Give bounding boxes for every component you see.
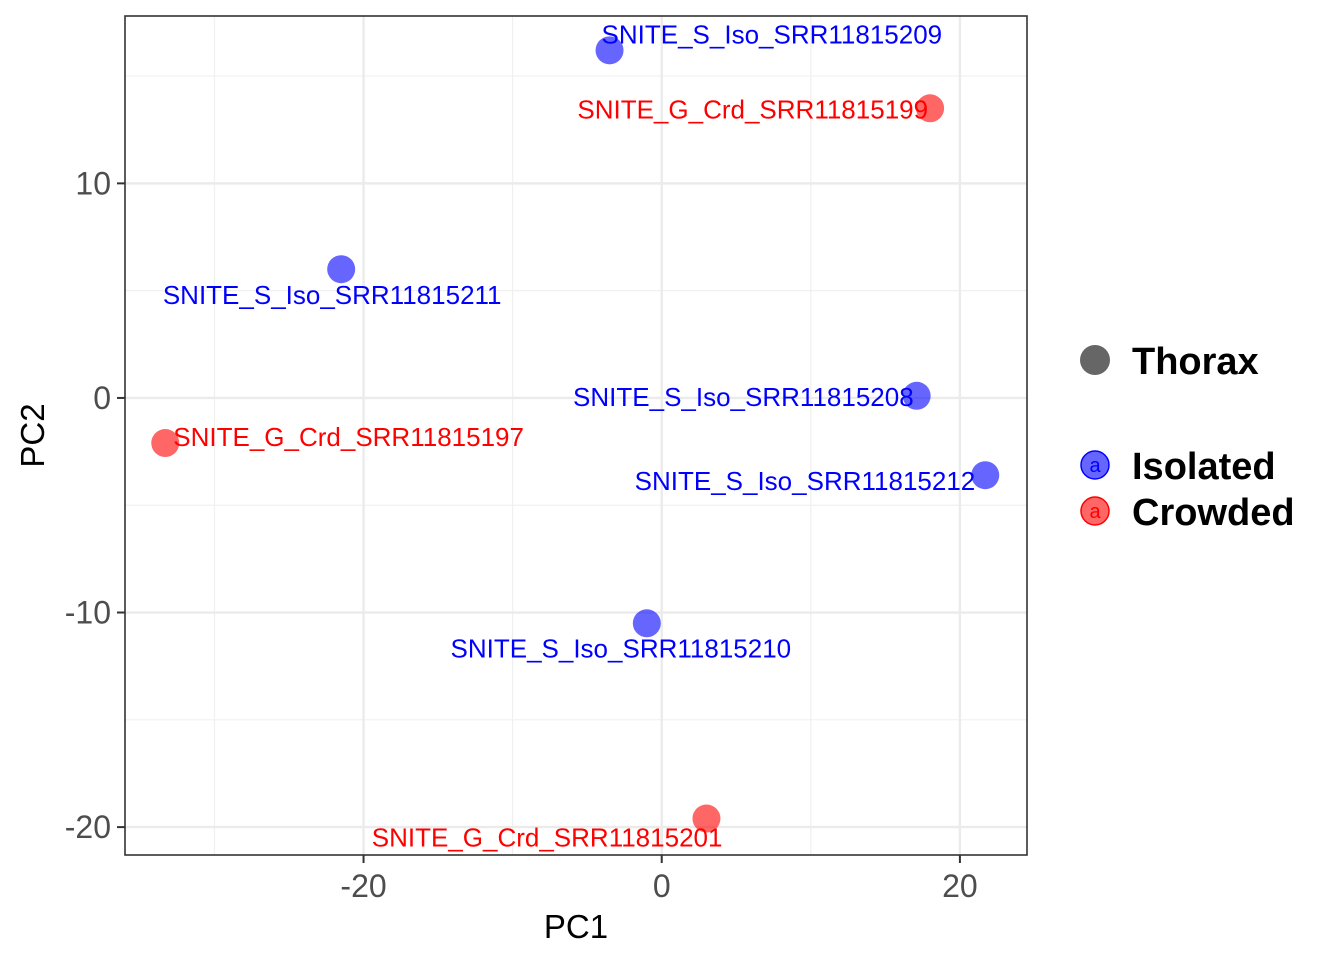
y-tick-label: 0 (93, 380, 111, 416)
legend-color-label: Isolated (1132, 446, 1276, 488)
x-axis-title: PC1 (544, 908, 608, 945)
data-point (632, 609, 661, 638)
data-point (971, 461, 1000, 490)
point-label: SNITE_G_Crd_SRR11815197 (173, 422, 524, 452)
point-label: SNITE_S_Iso_SRR11815211 (163, 280, 502, 310)
point-label: SNITE_G_Crd_SRR11815201 (372, 823, 723, 853)
x-tick-label: -20 (340, 868, 386, 904)
data-point (902, 381, 931, 410)
x-axis: -20 0 20 (340, 855, 978, 904)
legend: Thorax a Isolated a Crowded (1080, 341, 1295, 534)
x-tick-label: 20 (942, 868, 978, 904)
point-label: SNITE_G_Crd_SRR11815199 (577, 94, 928, 124)
point-label: SNITE_S_Iso_SRR11815212 (635, 466, 976, 496)
y-tick-label: -10 (65, 595, 111, 631)
data-point (151, 429, 180, 458)
y-tick-label: -20 (65, 809, 111, 845)
legend-color-label: Crowded (1132, 492, 1295, 534)
legend-color-key (1080, 496, 1110, 526)
legend-shape-label: Thorax (1132, 341, 1259, 383)
point-label: SNITE_S_Iso_SRR11815209 (602, 19, 943, 49)
point-label: SNITE_S_Iso_SRR11815210 (451, 633, 792, 663)
y-axis-title: PC2 (14, 403, 51, 467)
data-point (327, 255, 356, 284)
legend-color-key (1080, 450, 1110, 480)
panel-border (124, 15, 1028, 856)
legend-key-glyph: a (1089, 455, 1101, 477)
plot-panel: SNITE_S_Iso_SRR11815209 SNITE_G_Crd_SRR11… (124, 15, 1028, 856)
x-tick-label: 0 (653, 868, 671, 904)
y-tick-label: 10 (75, 165, 111, 201)
point-label: SNITE_S_Iso_SRR11815208 (573, 382, 914, 412)
data-point (595, 36, 624, 65)
legend-shape-key (1080, 345, 1110, 375)
legend-key-glyph: a (1089, 501, 1101, 523)
data-point (916, 94, 945, 123)
y-axis: -20 -10 0 10 (65, 165, 125, 845)
data-point (692, 804, 721, 833)
